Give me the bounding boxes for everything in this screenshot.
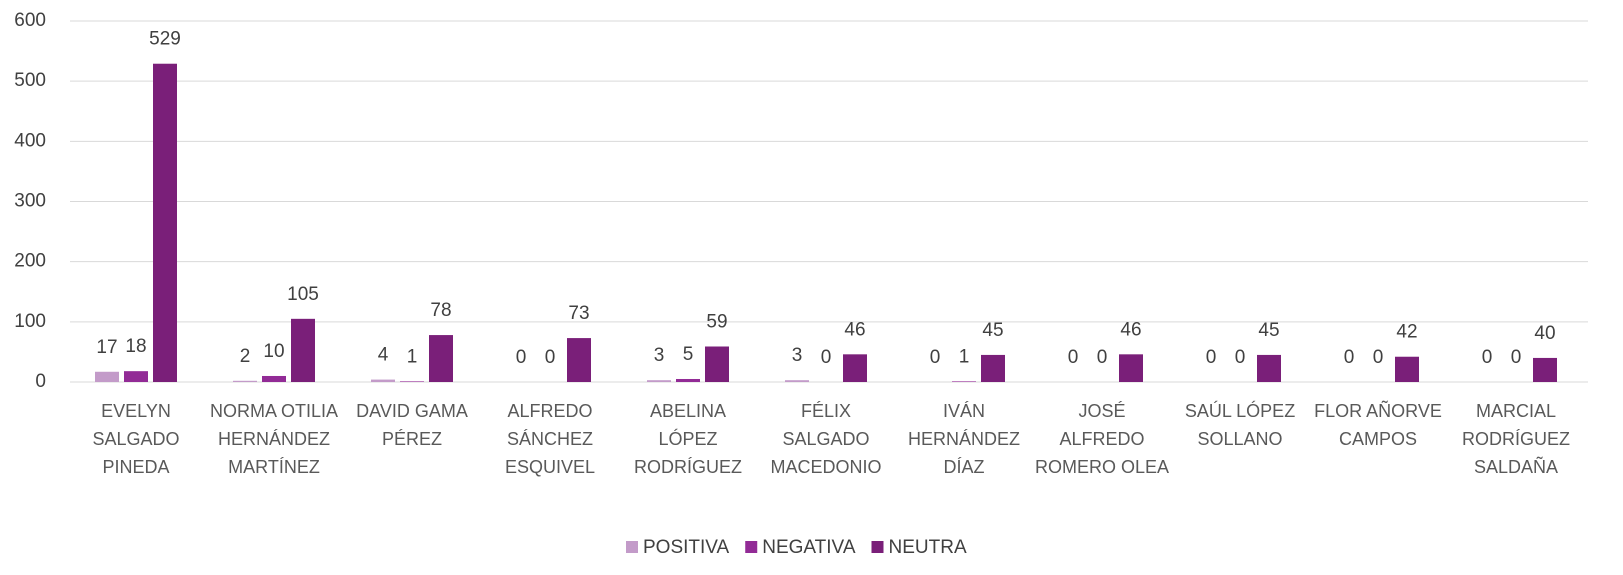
bar	[371, 379, 395, 382]
legend-swatch	[626, 541, 638, 553]
value-label: 0	[1235, 347, 1246, 368]
legend-swatch	[871, 541, 884, 553]
value-label: 17	[96, 337, 117, 358]
value-label: 0	[545, 347, 556, 368]
legend-label: NEUTRA	[889, 537, 967, 558]
bar	[981, 354, 1005, 382]
value-label: 0	[930, 347, 941, 368]
bar	[843, 354, 867, 382]
bar	[676, 378, 700, 382]
bar	[400, 381, 424, 382]
value-label: 5	[683, 344, 694, 365]
x-tick-label: FÉLIX SALGADO MACEDONIO	[770, 401, 882, 477]
value-label: 0	[1482, 347, 1493, 368]
value-label: 4	[378, 345, 389, 366]
x-tick-label: EVELYN SALGADO PINEDA	[92, 401, 180, 477]
bar	[1533, 357, 1557, 382]
value-label: 42	[1396, 322, 1417, 343]
bar	[429, 335, 453, 382]
value-label: 18	[125, 336, 146, 357]
legend-label: NEGATIVA	[762, 537, 856, 558]
value-label: 59	[706, 312, 727, 333]
value-label: 3	[792, 345, 803, 366]
bar	[705, 346, 729, 382]
bar	[1395, 356, 1419, 382]
x-tick-label: ABELINA LÓPEZ RODRÍGUEZ	[634, 401, 742, 477]
value-label: 0	[1373, 347, 1384, 368]
bar	[95, 371, 119, 382]
value-label: 529	[149, 29, 181, 50]
value-label: 40	[1534, 323, 1555, 344]
bar	[262, 375, 286, 382]
bar	[647, 380, 671, 382]
bar	[291, 318, 315, 382]
value-label: 78	[430, 300, 451, 321]
value-label: 73	[568, 303, 589, 324]
legend-label: POSITIVA	[643, 537, 730, 558]
bar	[153, 63, 177, 383]
bar	[785, 380, 809, 382]
bar	[124, 371, 148, 382]
value-label: 2	[240, 346, 251, 367]
bar	[567, 338, 591, 382]
x-tick-label: JOSÉ ALFREDO ROMERO OLEA	[1034, 401, 1170, 477]
value-label: 45	[1258, 320, 1279, 341]
y-tick-label: 100	[14, 311, 46, 332]
value-label: 10	[263, 341, 284, 362]
x-tick-label: DAVID GAMA PÉREZ	[356, 401, 468, 449]
x-tick-label: SAÚL LÓPEZ SOLLANO	[1184, 401, 1296, 449]
x-tick-label: ALFREDO SÁNCHEZ ESQUIVEL	[504, 401, 596, 477]
bar	[1119, 354, 1143, 382]
value-label: 0	[1344, 347, 1355, 368]
x-tick-label: FLOR AÑORVE CAMPOS	[1314, 401, 1442, 449]
value-label: 45	[982, 320, 1003, 341]
y-tick-label: 300	[14, 191, 46, 212]
value-label: 0	[821, 347, 832, 368]
value-label: 0	[1068, 347, 1079, 368]
y-tick-label: 200	[14, 251, 46, 272]
y-tick-label: 400	[14, 130, 46, 151]
value-label: 3	[654, 345, 665, 366]
bar	[1257, 354, 1281, 382]
x-tick-label: NORMA OTILIA HERNÁNDEZ MARTÍNEZ	[209, 401, 339, 477]
value-label: 0	[1097, 347, 1108, 368]
value-label: 0	[1511, 347, 1522, 368]
value-label: 1	[407, 346, 418, 367]
value-label: 105	[287, 284, 319, 305]
value-label: 0	[516, 347, 527, 368]
x-tick-label: MARCIAL RODRÍGUEZ SALDAÑA	[1462, 401, 1570, 477]
value-label: 46	[1120, 319, 1141, 340]
bar	[952, 381, 976, 382]
y-tick-label: 0	[35, 371, 46, 392]
x-tick-label: IVÁN HERNÁNDEZ DÍAZ	[907, 401, 1020, 477]
value-label: 46	[844, 319, 865, 340]
y-tick-label: 500	[14, 70, 46, 91]
y-tick-label: 600	[14, 10, 46, 31]
bar	[233, 380, 257, 382]
value-label: 1	[959, 346, 970, 367]
legend-swatch	[745, 541, 758, 553]
value-label: 0	[1206, 347, 1217, 368]
